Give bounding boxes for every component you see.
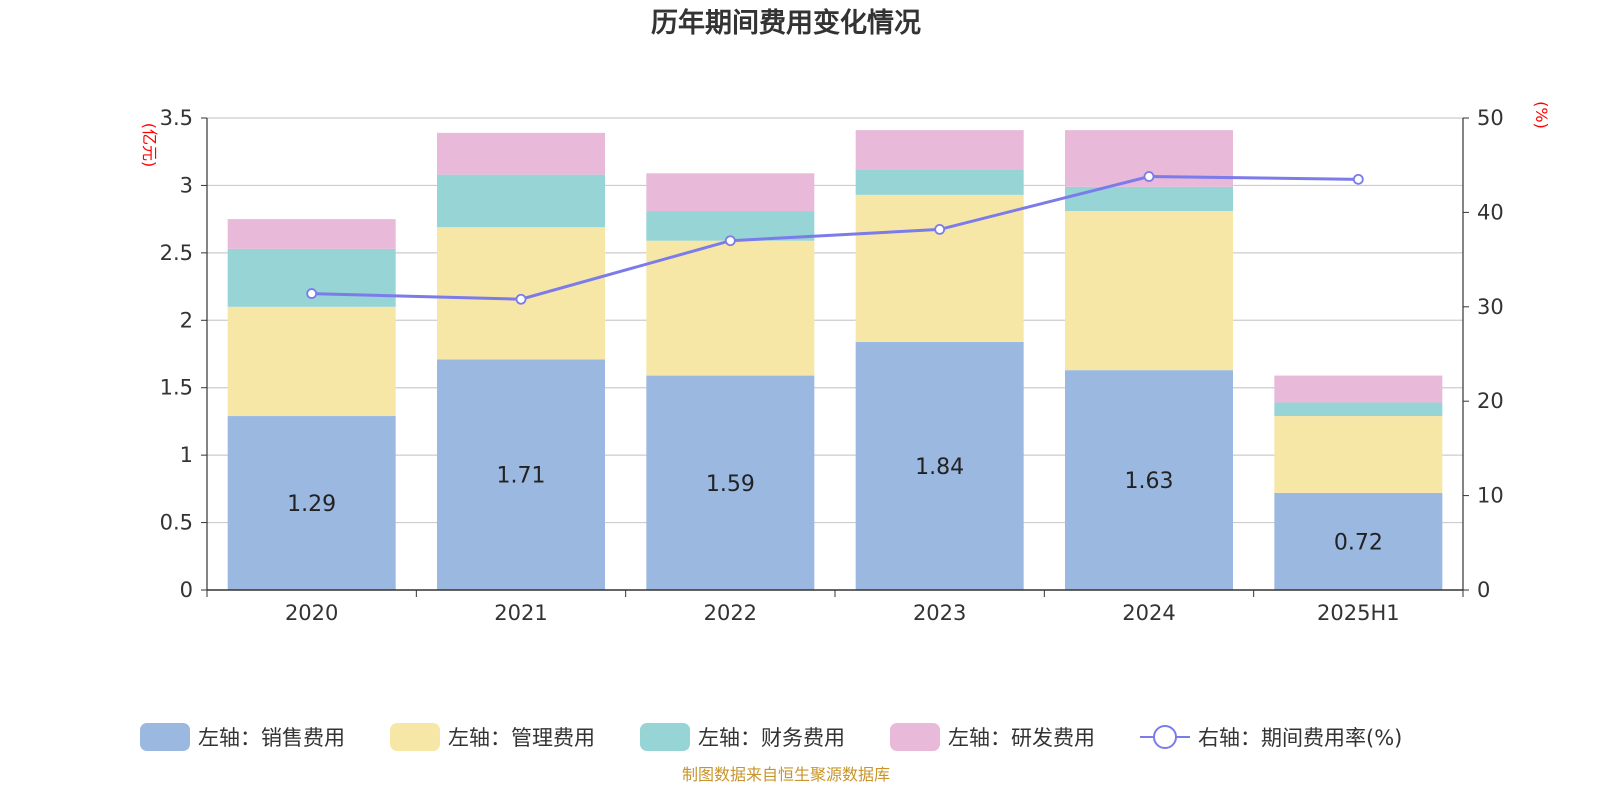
bar-segment	[855, 194, 1024, 342]
bar-segment	[855, 341, 1024, 590]
legend-swatch	[390, 723, 440, 751]
bar-value-label: 1.63	[1125, 469, 1174, 494]
right-tick-label: 20	[1477, 389, 1504, 413]
legend-swatch	[640, 723, 690, 751]
bar-segment	[437, 227, 605, 360]
legend: 左轴：销售费用 左轴：管理费用 左轴：财务费用 左轴：研发费用 右轴：期间费用率(%)	[140, 723, 1402, 751]
left-tick-label: 0.5	[160, 511, 193, 535]
x-tick-label: 2024	[1122, 601, 1175, 625]
right-tick-label: 40	[1477, 200, 1504, 224]
bar-value-label: 1.29	[287, 492, 336, 517]
bar-segment	[646, 173, 815, 212]
legend-marker	[1153, 725, 1177, 749]
x-tick-label: 2020	[285, 601, 338, 625]
legend-label: 左轴：研发费用	[948, 726, 1095, 750]
left-tick-label: 2.5	[160, 241, 193, 265]
rate-line-path	[311, 175, 1359, 301]
bar-segment	[1274, 375, 1443, 403]
bar-value-label: 1.59	[706, 472, 755, 497]
bar-value-label: 1.71	[497, 464, 546, 489]
legend-label: 右轴：期间费用率(%)	[1198, 726, 1402, 750]
source-note: 制图数据来自恒生聚源数据库	[682, 765, 890, 784]
bar-labels: 1.29 1.71 1.59 1.84 1.63 0.72	[287, 455, 1383, 556]
bar-segment	[855, 130, 1024, 170]
rate-line-point	[306, 288, 318, 299]
bar-segment	[855, 169, 1024, 195]
legend-swatch	[140, 723, 190, 751]
bar-segment	[227, 219, 396, 249]
x-tick-label: 2021	[494, 601, 547, 625]
legend-label: 左轴：管理费用	[448, 726, 595, 750]
left-tick-label: 1.5	[160, 376, 193, 400]
grid-lines	[207, 117, 1463, 524]
rate-line-point	[515, 293, 527, 305]
left-tick-label: 3.5	[160, 106, 193, 130]
bar-segment	[1274, 492, 1443, 590]
bar-segment	[437, 359, 605, 590]
bar-segment	[1065, 211, 1233, 371]
right-tick-label: 50	[1477, 106, 1504, 130]
x-tick-label: 2025H1	[1317, 601, 1400, 625]
left-axis-unit: (亿元)	[140, 123, 159, 168]
bar-segment	[1065, 370, 1233, 590]
right-axis-unit: (%)	[1532, 101, 1551, 129]
left-tick-label: 1	[180, 443, 193, 467]
x-tick-label: 2023	[913, 601, 966, 625]
rate-line	[306, 171, 1364, 305]
rate-line-point	[1352, 173, 1364, 185]
left-tick-label: 0	[180, 578, 193, 602]
bar-value-label: 1.84	[915, 455, 964, 480]
bar-value-label: 0.72	[1334, 530, 1383, 555]
bar-segment	[1274, 416, 1443, 493]
right-tick-label: 10	[1477, 484, 1504, 508]
right-tick-label: 0	[1477, 578, 1490, 602]
legend-label: 左轴：财务费用	[698, 726, 845, 750]
x-tick-label: 2022	[704, 601, 757, 625]
axes: 0 0.5 1 1.5 2 2.5 3 3.5 0 10 20 30 40 50 2020 2021 2022 2…	[160, 106, 1504, 625]
left-tick-label: 3	[180, 173, 193, 197]
bars	[227, 130, 1443, 590]
legend-label: 左轴：销售费用	[198, 726, 345, 750]
bar-segment	[437, 174, 605, 228]
bar-segment	[1274, 402, 1443, 417]
bar-segment	[646, 375, 815, 590]
rate-line-point	[724, 235, 736, 247]
legend-swatch	[890, 723, 940, 751]
chart-title: 历年期间费用变化情况	[651, 7, 921, 39]
bar-segment	[227, 416, 396, 590]
rate-line-point	[934, 223, 946, 235]
rate-line-point	[1143, 171, 1155, 182]
left-tick-label: 2	[180, 308, 193, 332]
bar-segment	[646, 240, 815, 376]
right-tick-label: 30	[1477, 295, 1504, 319]
bar-segment	[227, 306, 396, 417]
bar-segment	[437, 132, 605, 175]
